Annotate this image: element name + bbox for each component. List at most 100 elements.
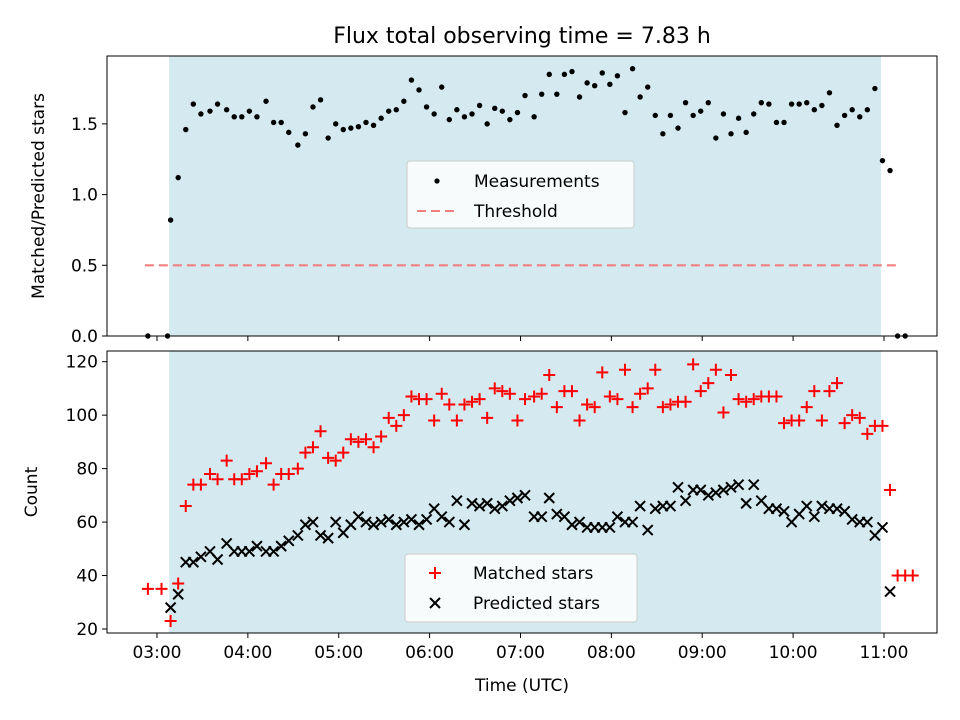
predicted-star-point (352, 511, 365, 523)
matched-star-point (306, 441, 319, 454)
measurement-point (576, 94, 583, 100)
predicted-star-point (634, 500, 646, 512)
x-tick-label: 10:00 (769, 643, 818, 663)
predicted-star-point (642, 524, 654, 536)
predicted-star-point (267, 545, 280, 558)
matched-star-point (220, 454, 233, 467)
matched-star-point (581, 398, 594, 411)
predicted-star-point (383, 513, 395, 526)
matched-star-point (770, 390, 783, 403)
measurement-point (522, 92, 528, 99)
matched-star-point (573, 414, 586, 427)
matched-star-point (694, 385, 707, 398)
matched-star-point (314, 425, 327, 438)
matched-star-point (496, 385, 509, 398)
measurement-point (286, 129, 292, 136)
predicted-star-point (292, 529, 304, 542)
legend-matched-label: Matched stars (473, 564, 593, 584)
matched-star-point (141, 582, 154, 595)
matched-star-point (450, 414, 463, 427)
matched-star-point (473, 393, 486, 406)
x-tick-label: 07:00 (496, 643, 545, 663)
matched-star-point (649, 363, 662, 376)
matched-star-point (359, 433, 372, 446)
predicted-star-point (725, 481, 737, 494)
bottom-legend-box (404, 553, 638, 623)
matched-star-point (172, 577, 185, 590)
matched-star-point (740, 395, 753, 408)
matched-star-point (550, 401, 563, 414)
matched-star-point (565, 385, 578, 398)
measurement-point (705, 99, 711, 106)
top-y-axis-label: Matched/Predicted stars (29, 93, 49, 299)
matched-star-point (435, 387, 448, 400)
measurement-point (660, 131, 666, 137)
predicted-star-point (748, 478, 760, 491)
measurement-point (531, 114, 537, 120)
measurement-point (637, 94, 643, 100)
measurement-point (408, 77, 415, 83)
measurement-point (340, 126, 346, 133)
matched-star-point (656, 401, 669, 414)
bottom-y-tick-label: 100 (66, 406, 98, 426)
measurement-point (393, 107, 399, 113)
measurement-point (333, 121, 339, 127)
measurement-point (788, 101, 795, 107)
matched-star-point (679, 395, 692, 408)
predicted-star-point (611, 511, 624, 523)
predicted-star-point (451, 494, 463, 507)
predicted-star-point (831, 502, 843, 515)
bottom-axis-ticks: 20 40 60 80 100 120 03:00 04:00 05:00 06:00 07:00 0… (66, 353, 909, 663)
matched-star-point (488, 382, 501, 395)
bottom-y-axis-label: Count (22, 466, 42, 517)
matched-star-point (853, 411, 866, 424)
measurement-point (841, 112, 848, 119)
measurement-point (401, 98, 407, 104)
predicted-star-point (710, 486, 722, 499)
matched-star-point (243, 467, 256, 480)
predicted-star-point (243, 545, 256, 558)
measurement-point (690, 112, 696, 119)
matched-star-point (528, 390, 541, 403)
measurement-point (484, 121, 490, 127)
matched-star-point (282, 467, 295, 480)
top-axis-ticks: 0.0 0.5 1.0 1.5 (71, 115, 885, 347)
top-y-tick-label: 0.5 (71, 256, 98, 276)
predicted-star-point (458, 519, 471, 531)
predicted-star-point (367, 519, 380, 531)
measurement-point (819, 102, 825, 109)
predicted-star-point (390, 519, 402, 531)
matched-star-point (634, 387, 647, 400)
x-tick-label: 04:00 (223, 643, 272, 663)
measurement-point (295, 142, 301, 148)
measurement-point (675, 125, 681, 131)
measurement-point (263, 98, 269, 104)
matched-star-point (823, 385, 836, 398)
x-tick-label: 03:00 (132, 643, 181, 663)
predicted-star-point (770, 502, 783, 515)
measurement-point (538, 91, 545, 97)
matched-star-point (831, 377, 844, 390)
bottom-y-tick-label: 40 (76, 567, 98, 587)
legend-predicted-marker (429, 597, 441, 609)
measurement-point (363, 119, 369, 126)
measurement-point (796, 101, 802, 107)
measurement-point (546, 71, 552, 78)
measurement-point (720, 111, 727, 117)
legend-predicted-label: Predicted stars (473, 594, 600, 614)
predicted-star-point (322, 532, 334, 544)
matched-star-point (800, 401, 813, 414)
matched-star-point (299, 446, 312, 459)
bottom-y-tick-label: 60 (76, 513, 98, 533)
measurement-point (864, 107, 871, 113)
measurement-point (773, 119, 780, 126)
predicted-star-point (884, 585, 896, 598)
ratio-panel: 0.0 0.5 1.0 1.5 Matched/Predicted stars Mea… (29, 55, 938, 347)
matched-star-point (481, 411, 494, 424)
matched-star-point (626, 401, 639, 414)
matched-star-point (687, 358, 700, 371)
top-legend-box (406, 160, 635, 229)
matched-star-point (732, 393, 745, 406)
predicted-star-point (195, 551, 207, 563)
measurement-point (439, 84, 445, 90)
